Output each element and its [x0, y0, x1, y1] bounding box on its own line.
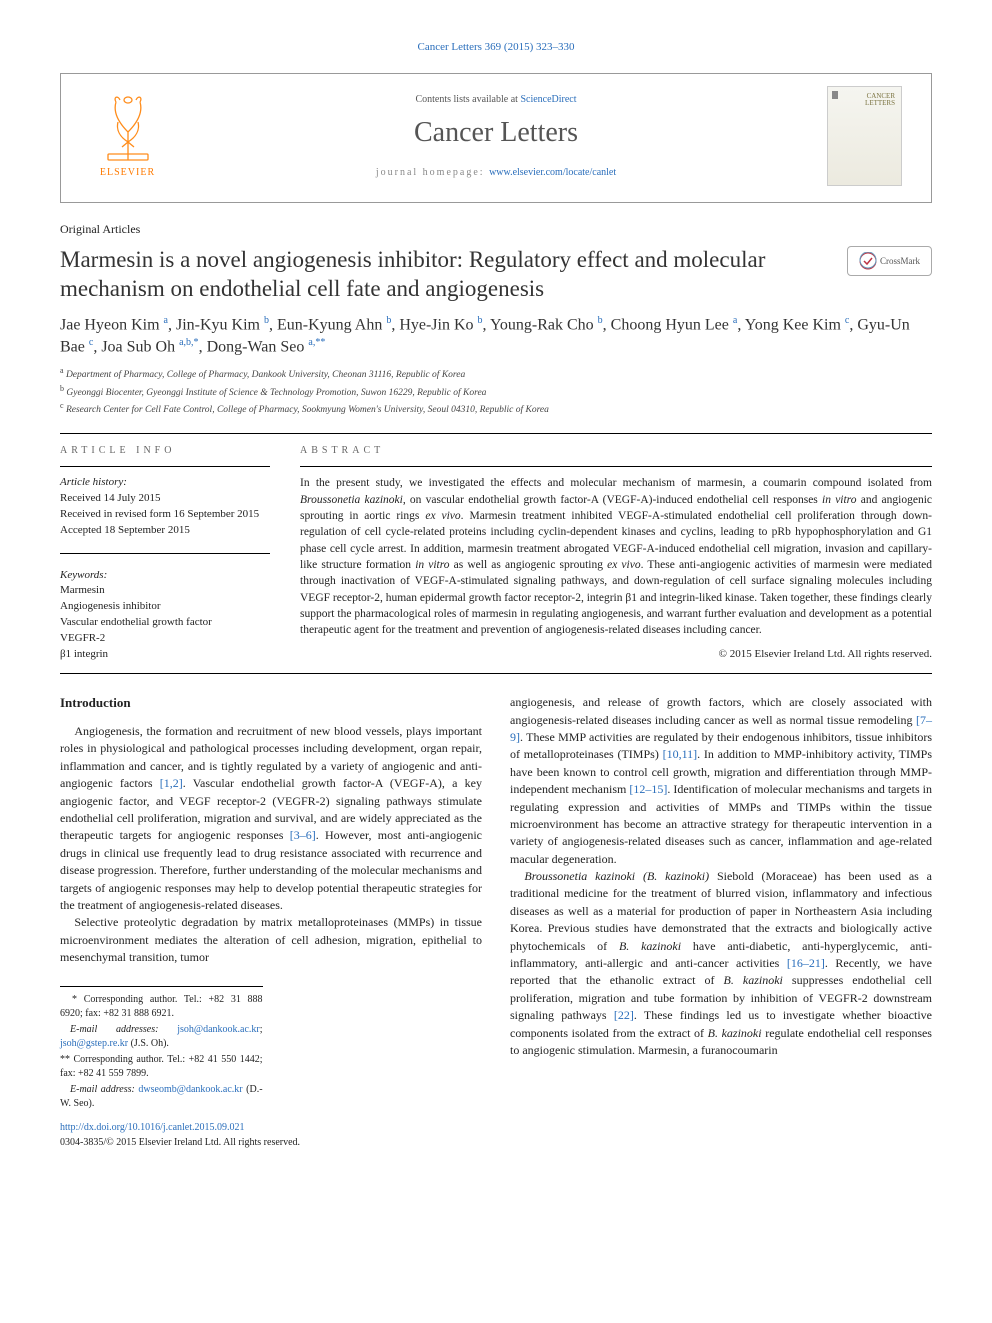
email-link[interactable]: jsoh@gstep.re.kr — [60, 1038, 128, 1049]
crossmark-label: CrossMark — [880, 255, 920, 268]
publisher-logo: ELSEVIER — [75, 84, 180, 189]
divider — [60, 466, 270, 467]
affiliations: a Department of Pharmacy, College of Pha… — [60, 365, 932, 417]
journal-name: Cancer Letters — [180, 113, 812, 152]
cover-thumbnail — [827, 86, 902, 186]
divider — [60, 553, 270, 554]
abstract-text: In the present study, we investigated th… — [300, 475, 932, 638]
keywords-label: Keywords: — [60, 568, 270, 584]
contents-lists: Contents lists available at ScienceDirec… — [180, 93, 812, 107]
section-heading-introduction: Introduction — [60, 694, 482, 713]
paragraph: angiogenesis, and release of growth fact… — [510, 694, 932, 868]
elsevier-tree-icon — [98, 92, 158, 162]
journal-reference: Cancer Letters 369 (2015) 323–330 — [60, 40, 932, 55]
article-history: Received 14 July 2015Received in revised… — [60, 491, 270, 539]
footnote-line: E-mail addresses: jsoh@dankook.ac.kr; js… — [60, 1023, 263, 1051]
citation-link[interactable]: [22] — [614, 1008, 634, 1022]
sciencedirect-link[interactable]: ScienceDirect — [520, 94, 576, 105]
body-text: Introduction Angiogenesis, the formation… — [60, 694, 932, 1150]
citation-link[interactable]: [7–9] — [510, 713, 932, 744]
journal-banner: ELSEVIER Contents lists available at Sci… — [60, 73, 932, 203]
email-link[interactable]: dwseomb@dankook.ac.kr — [138, 1084, 242, 1095]
homepage-link[interactable]: www.elsevier.com/locate/canlet — [489, 167, 616, 178]
footnote-line: * Corresponding author. Tel.: +82 31 888… — [60, 993, 263, 1021]
crossmark-badge[interactable]: CrossMark — [847, 246, 932, 276]
divider — [60, 673, 932, 674]
citation-link[interactable]: [10,11] — [663, 747, 698, 761]
doi-link[interactable]: http://dx.doi.org/10.1016/j.canlet.2015.… — [60, 1122, 245, 1133]
abstract-copyright: © 2015 Elsevier Ireland Ltd. All rights … — [300, 647, 932, 662]
article-type: Original Articles — [60, 221, 932, 238]
paragraph: Broussonetia kazinoki (B. kazinoki) Sieb… — [510, 868, 932, 1059]
corresponding-author-footnotes: * Corresponding author. Tel.: +82 31 888… — [60, 986, 263, 1111]
article-title: Marmesin is a novel angiogenesis inhibit… — [60, 246, 847, 304]
divider — [300, 466, 932, 467]
citation-link[interactable]: [1,2] — [160, 776, 183, 790]
footnote-line: ** Corresponding author. Tel.: +82 41 55… — [60, 1053, 263, 1081]
footnote-line: E-mail address: dwseomb@dankook.ac.kr (D… — [60, 1083, 263, 1111]
publisher-name: ELSEVIER — [100, 166, 155, 180]
paragraph: Angiogenesis, the formation and recruitm… — [60, 723, 482, 914]
email-link[interactable]: jsoh@dankook.ac.kr — [177, 1024, 260, 1035]
journal-cover — [812, 84, 917, 189]
journal-homepage: journal homepage: www.elsevier.com/locat… — [180, 166, 812, 180]
doi-block: http://dx.doi.org/10.1016/j.canlet.2015.… — [60, 1121, 482, 1150]
paragraph: Selective proteolytic degradation by mat… — [60, 914, 482, 966]
citation-link[interactable]: [12–15] — [629, 782, 667, 796]
citation-link[interactable]: [16–21] — [787, 956, 825, 970]
author-list: Jae Hyeon Kim a, Jin-Kyu Kim b, Eun-Kyun… — [60, 314, 932, 359]
article-info-heading: ARTICLE INFO — [60, 444, 270, 458]
crossmark-icon — [859, 252, 877, 270]
journal-ref-link[interactable]: Cancer Letters 369 (2015) 323–330 — [417, 41, 574, 53]
divider — [60, 433, 932, 434]
keywords-list: MarmesinAngiogenesis inhibitorVascular e… — [60, 583, 270, 663]
issn-copyright: 0304-3835/© 2015 Elsevier Ireland Ltd. A… — [60, 1137, 300, 1148]
history-label: Article history: — [60, 475, 270, 490]
abstract-heading: ABSTRACT — [300, 444, 932, 458]
citation-link[interactable]: [3–6] — [290, 828, 316, 842]
